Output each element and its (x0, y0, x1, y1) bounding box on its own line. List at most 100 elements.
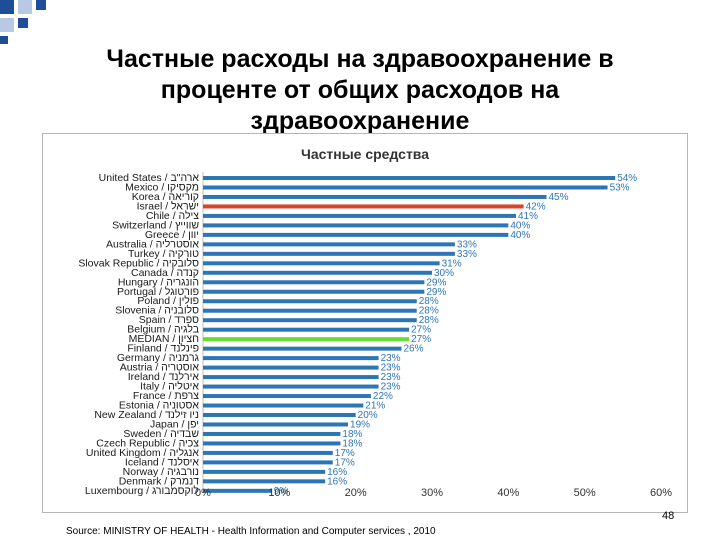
bar-0 (203, 176, 616, 180)
value-label-17: 27% (411, 334, 431, 345)
value-label-2: 45% (549, 192, 569, 203)
bar-13 (203, 299, 417, 304)
slide-title-line-1: Частные расходы на здравоохранение в (106, 45, 614, 73)
bar-33 (203, 488, 272, 493)
x-tick-label-3: 30% (421, 487, 443, 499)
bar-27 (203, 431, 341, 436)
bar-28 (203, 441, 341, 446)
bar-10 (203, 270, 432, 275)
category-label-5: Switzerland / שווייץ (112, 219, 199, 231)
category-label-24: Estonia / אסטוניה (119, 400, 200, 412)
bar-19 (203, 356, 379, 361)
value-label-8: 33% (457, 249, 477, 260)
bar-32 (203, 479, 326, 484)
category-label-9: Slovak Republic / סלובקיה (78, 257, 199, 269)
x-tick-label-6: 60% (650, 487, 672, 499)
value-label-31: 16% (327, 467, 347, 478)
category-label-2: Korea / קוריאה (132, 191, 199, 203)
bar-8 (203, 251, 455, 256)
category-label-14: Slovenia / סלובניה (115, 305, 199, 317)
value-label-21: 23% (381, 372, 401, 383)
category-label-8: Turkey / טורקיה (128, 248, 199, 260)
category-label-18: Finland / פינלנד (127, 343, 199, 355)
value-label-18: 26% (403, 344, 423, 355)
value-label-25: 20% (358, 410, 378, 421)
slide-title-line-2: проценте от общих расходов на (160, 76, 560, 104)
category-label-20: Austria / אוסטריה (120, 362, 200, 374)
x-tick-label-2: 20% (345, 487, 367, 499)
value-label-33: 9% (274, 486, 289, 497)
value-label-6: 40% (510, 230, 530, 241)
category-label-11: Hungary / הונגריה (118, 276, 199, 288)
category-label-16: Belgium / בלגיה (127, 324, 199, 336)
category-label-0: United States / ארה"ב (99, 172, 200, 184)
value-label-14: 28% (419, 306, 439, 317)
slide-title: Частные расходы на здравоохранение в про… (20, 44, 700, 137)
bar-11 (203, 280, 425, 285)
bar-21 (203, 375, 379, 380)
bar-14 (203, 308, 417, 313)
x-tick-label-5: 50% (574, 487, 596, 499)
bar-20 (203, 365, 379, 370)
value-label-19: 23% (381, 353, 401, 364)
x-tick-label-4: 40% (497, 487, 519, 499)
value-label-22: 23% (381, 382, 401, 393)
bar-22 (203, 384, 379, 389)
x-tick-label-0: 0% (195, 487, 211, 499)
value-label-28: 18% (342, 438, 362, 449)
category-label-22: Italy / איטליה (140, 381, 199, 393)
bar-26 (203, 422, 349, 427)
bar-9 (203, 261, 440, 266)
value-label-13: 28% (419, 296, 439, 307)
category-label-7: Australia / אוסטרליה (106, 238, 199, 250)
category-label-29: United Kingdom / אנגליה (86, 447, 200, 459)
bar-1 (203, 185, 608, 190)
value-label-3: 42% (526, 201, 546, 212)
value-label-7: 33% (457, 239, 477, 250)
value-label-4: 41% (518, 211, 538, 222)
bar-chart: Частные средства United States / ארה"ב 54%… (78, 146, 672, 499)
bar-6 (203, 232, 509, 237)
category-label-12: Portugal / פורטוגל (117, 286, 199, 298)
slide-corner-decoration (0, 0, 46, 44)
bar-23 (203, 394, 371, 399)
category-label-3: Israel / ישראל (137, 200, 199, 212)
category-label-23: France / צרפת (133, 390, 199, 402)
category-label-4: Chile / צילה (146, 210, 199, 222)
bar-2 (203, 194, 547, 199)
value-label-15: 28% (419, 315, 439, 326)
category-label-6: Greece / יוון (145, 229, 199, 241)
value-label-20: 23% (381, 363, 401, 374)
bar-25 (203, 413, 356, 417)
bar-30 (203, 460, 333, 465)
bar-3 (203, 204, 524, 209)
category-label-26: Japan / יפן (150, 418, 199, 430)
category-label-19: Germany / גרמניה (117, 352, 200, 364)
category-label-33: Luxembourg / לוקסמבורג (85, 485, 200, 497)
category-label-30: Iceland / איסלנד (125, 456, 199, 468)
category-label-1: Mexico / מקסיקו (125, 181, 199, 193)
value-label-5: 40% (510, 220, 530, 231)
value-label-26: 19% (350, 419, 370, 430)
page-number: 48 (662, 510, 675, 522)
bar-5 (203, 223, 509, 228)
value-label-24: 21% (365, 401, 385, 412)
slide-title-line-3: здравоохранение (250, 107, 470, 135)
bar-12 (203, 289, 425, 294)
chart-frame: Частные средства United States / ארה"ב 54%… (42, 133, 688, 513)
value-label-16: 27% (411, 325, 431, 336)
bar-24 (203, 403, 364, 408)
x-tick-label-1: 10% (268, 487, 290, 499)
category-label-21: Ireland / אירלנד (128, 371, 200, 383)
value-label-23: 22% (373, 391, 393, 402)
category-label-17: MEDIAN / חציון (129, 333, 199, 345)
category-label-15: Spain / ספרד (139, 314, 199, 326)
bar-17 (203, 337, 410, 342)
source-note: Source: MINISTRY OF HEALTH - Health Info… (66, 526, 436, 537)
category-label-13: Poland / פולין (137, 295, 199, 307)
chart-title: Частные средства (301, 146, 429, 162)
category-label-10: Canada / קנדה (131, 267, 199, 279)
value-label-30: 17% (335, 457, 355, 468)
value-label-12: 29% (426, 287, 446, 298)
value-label-29: 17% (335, 448, 355, 459)
